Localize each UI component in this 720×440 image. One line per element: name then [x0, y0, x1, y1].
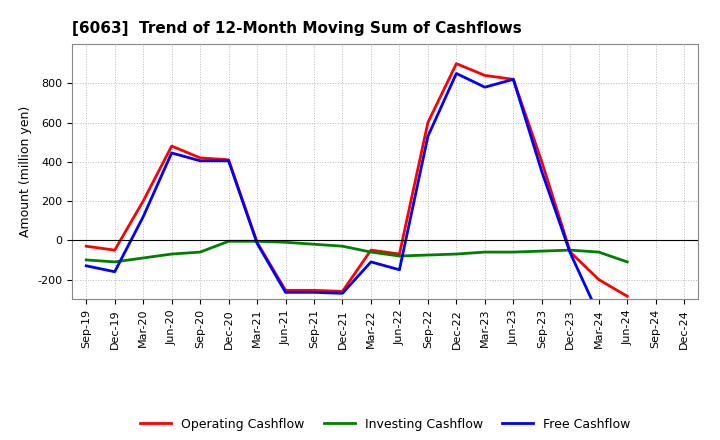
Free Cashflow: [509, 77, 518, 82]
Investing Cashflow: [537, 249, 546, 254]
Investing Cashflow: [366, 249, 375, 255]
Investing Cashflow: [225, 238, 233, 244]
Operating Cashflow: [366, 247, 375, 253]
Investing Cashflow: [338, 244, 347, 249]
Free Cashflow: [310, 290, 318, 295]
Operating Cashflow: [253, 240, 261, 245]
Investing Cashflow: [282, 240, 290, 245]
Free Cashflow: [110, 269, 119, 275]
Investing Cashflow: [623, 259, 631, 264]
Free Cashflow: [139, 214, 148, 220]
Operating Cashflow: [566, 249, 575, 255]
Free Cashflow: [366, 259, 375, 264]
Operating Cashflow: [167, 143, 176, 149]
Investing Cashflow: [139, 255, 148, 260]
Investing Cashflow: [480, 249, 489, 255]
Line: Free Cashflow: Free Cashflow: [86, 73, 627, 317]
Operating Cashflow: [623, 293, 631, 299]
Operating Cashflow: [110, 247, 119, 253]
Free Cashflow: [595, 312, 603, 318]
Operating Cashflow: [509, 77, 518, 82]
Free Cashflow: [480, 84, 489, 90]
Text: [6063]  Trend of 12-Month Moving Sum of Cashflows: [6063] Trend of 12-Month Moving Sum of C…: [72, 21, 522, 36]
Free Cashflow: [395, 267, 404, 272]
Free Cashflow: [167, 150, 176, 156]
Investing Cashflow: [196, 249, 204, 255]
Free Cashflow: [225, 158, 233, 163]
Operating Cashflow: [338, 289, 347, 294]
Investing Cashflow: [566, 247, 575, 253]
Free Cashflow: [282, 290, 290, 295]
Investing Cashflow: [82, 257, 91, 263]
Operating Cashflow: [537, 159, 546, 165]
Y-axis label: Amount (million yen): Amount (million yen): [19, 106, 32, 237]
Investing Cashflow: [595, 249, 603, 255]
Free Cashflow: [537, 169, 546, 174]
Free Cashflow: [338, 291, 347, 296]
Line: Operating Cashflow: Operating Cashflow: [86, 64, 627, 296]
Operating Cashflow: [282, 288, 290, 293]
Investing Cashflow: [509, 249, 518, 255]
Investing Cashflow: [395, 253, 404, 259]
Operating Cashflow: [225, 157, 233, 162]
Operating Cashflow: [480, 73, 489, 78]
Operating Cashflow: [395, 251, 404, 257]
Operating Cashflow: [82, 244, 91, 249]
Investing Cashflow: [253, 238, 261, 244]
Free Cashflow: [423, 134, 432, 139]
Operating Cashflow: [595, 277, 603, 282]
Legend: Operating Cashflow, Investing Cashflow, Free Cashflow: Operating Cashflow, Investing Cashflow, …: [135, 413, 635, 436]
Investing Cashflow: [310, 242, 318, 247]
Line: Investing Cashflow: Investing Cashflow: [86, 241, 627, 262]
Free Cashflow: [253, 241, 261, 246]
Free Cashflow: [196, 158, 204, 163]
Free Cashflow: [82, 263, 91, 268]
Operating Cashflow: [423, 120, 432, 125]
Free Cashflow: [452, 71, 461, 76]
Investing Cashflow: [423, 253, 432, 258]
Operating Cashflow: [310, 288, 318, 293]
Operating Cashflow: [452, 61, 461, 66]
Operating Cashflow: [139, 198, 148, 204]
Free Cashflow: [623, 314, 631, 319]
Investing Cashflow: [167, 251, 176, 257]
Investing Cashflow: [110, 259, 119, 264]
Investing Cashflow: [452, 251, 461, 257]
Operating Cashflow: [196, 155, 204, 161]
Free Cashflow: [566, 250, 575, 256]
